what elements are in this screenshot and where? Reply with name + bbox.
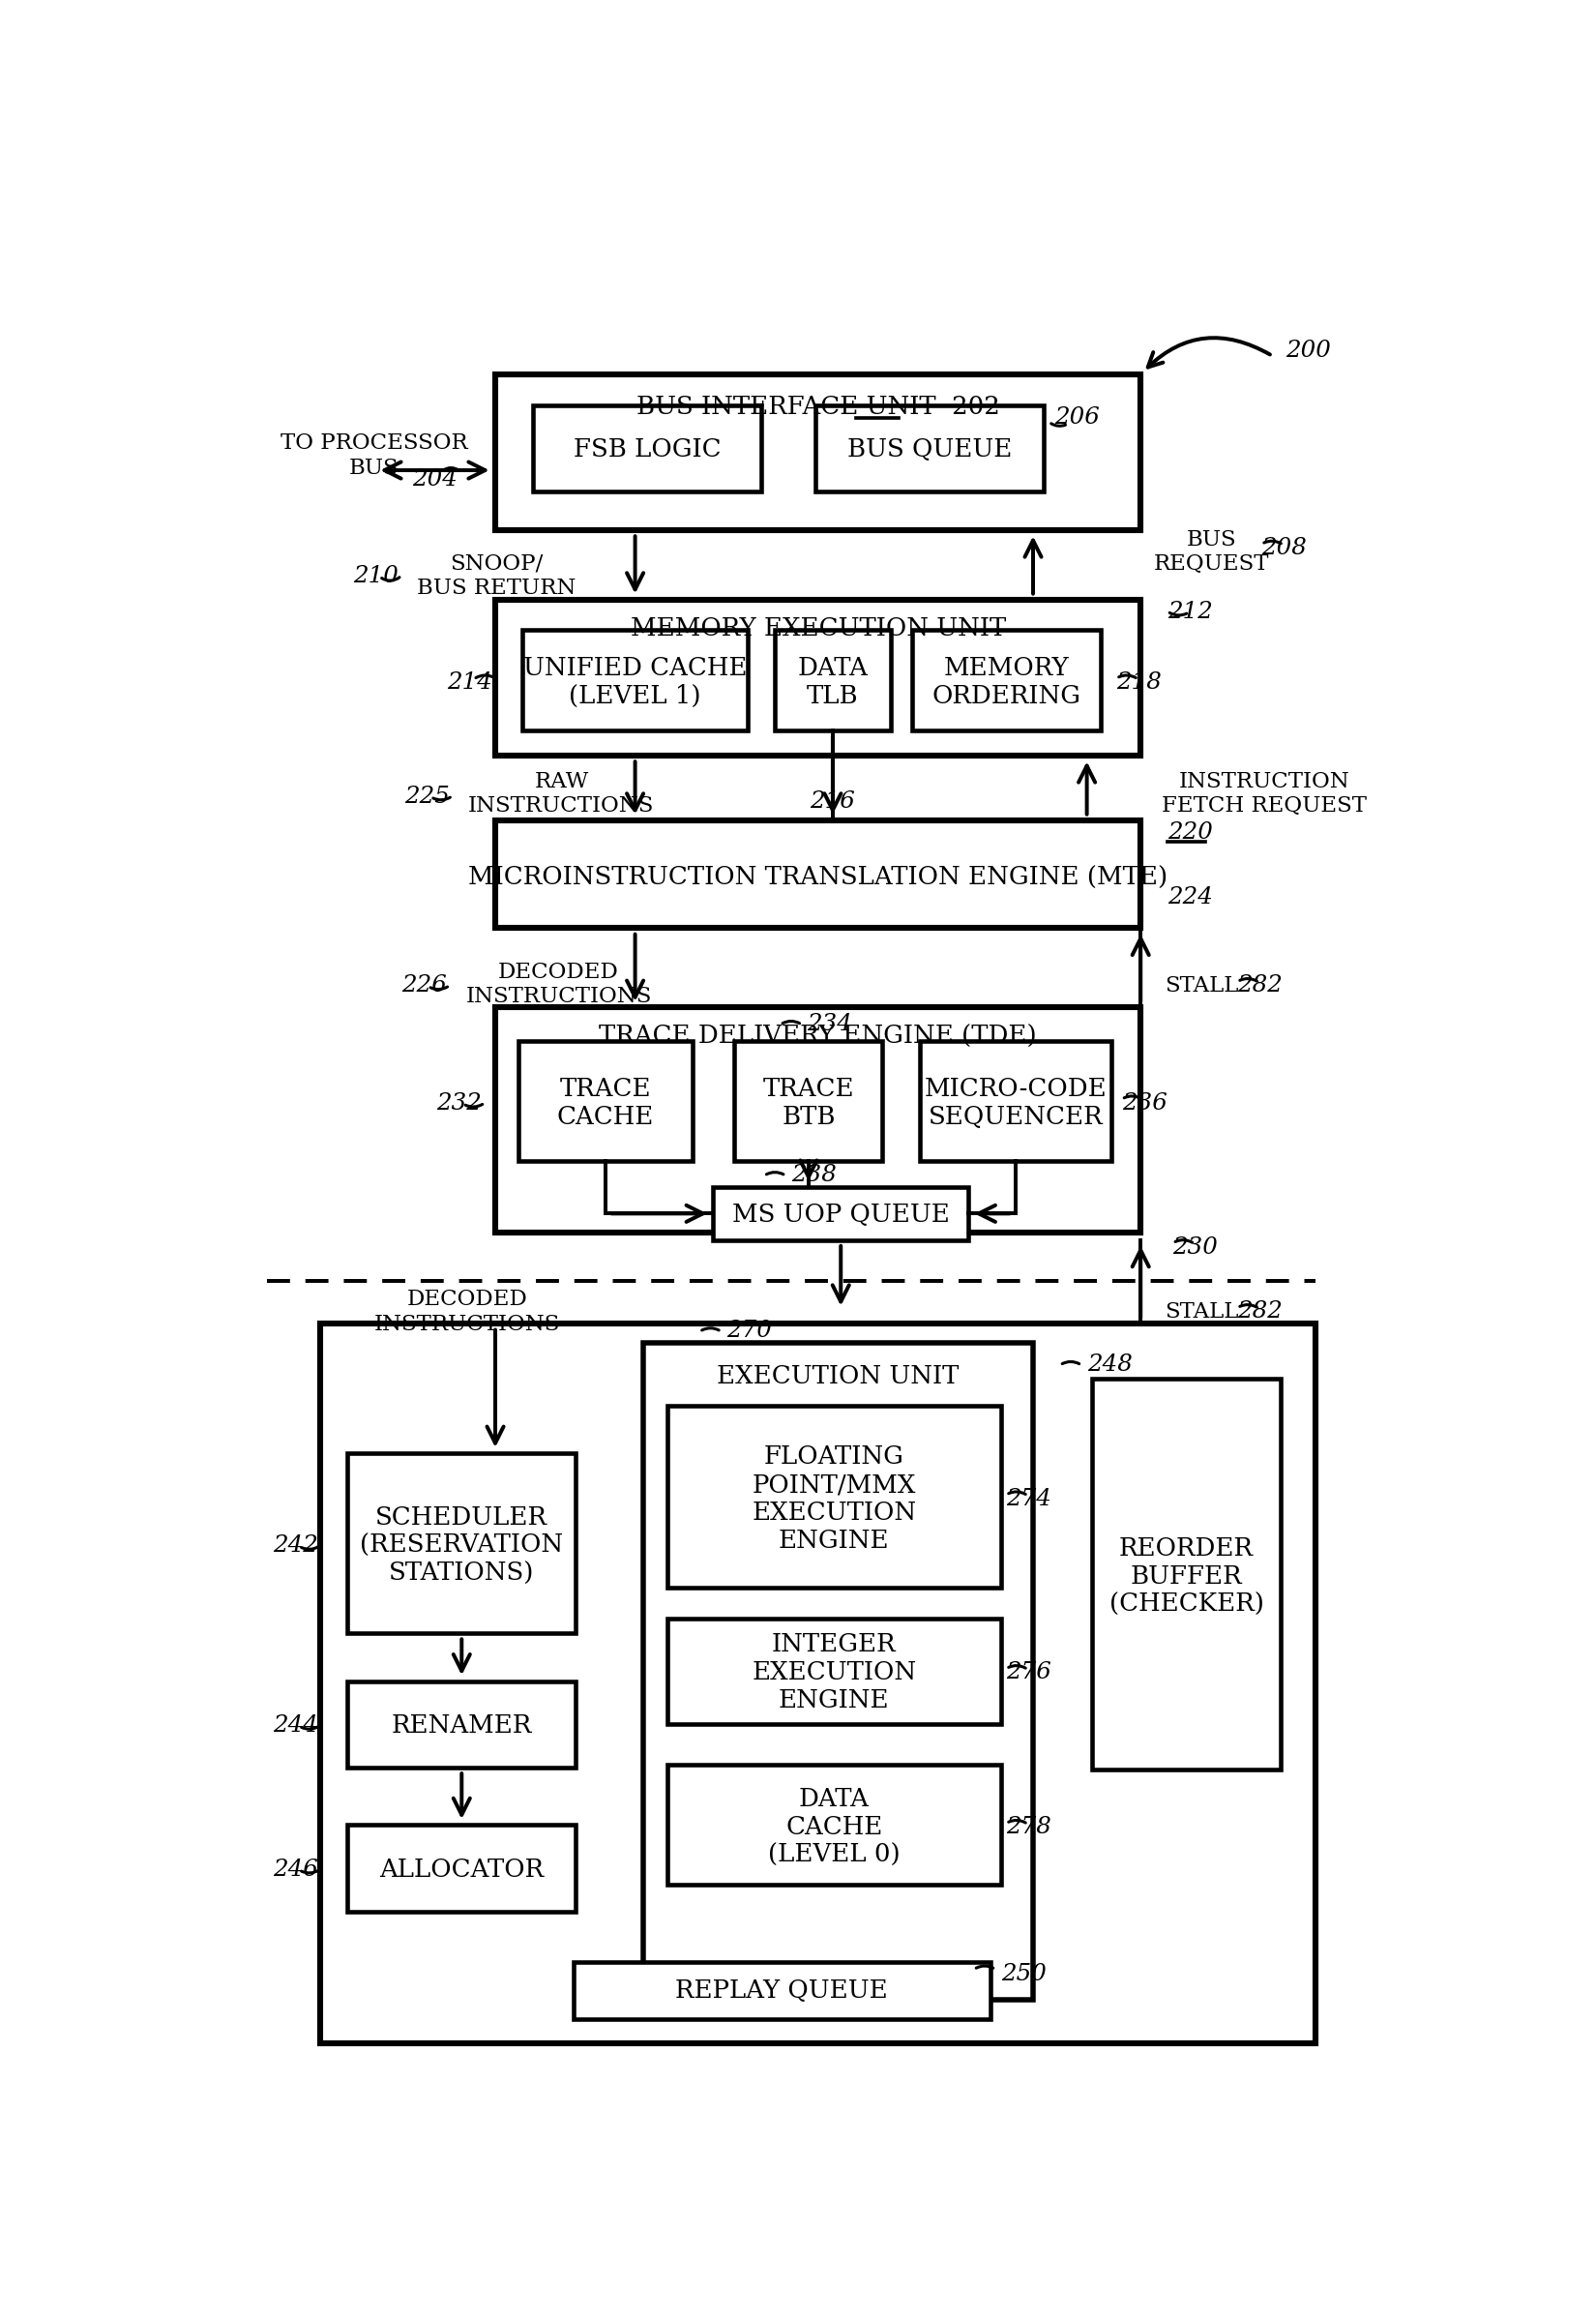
Text: 206: 206 <box>1055 406 1100 429</box>
Bar <box>643 1343 1033 2000</box>
Text: MEMORY
ORDERING: MEMORY ORDERING <box>932 657 1080 708</box>
Text: FLOATING
POINT/MMX
EXECUTION
ENGINE: FLOATING POINT/MMX EXECUTION ENGINE <box>752 1445 916 1552</box>
Text: MEMORY EXECUTION UNIT: MEMORY EXECUTION UNIT <box>630 617 1005 640</box>
Text: DECODED
INSTRUCTIONS: DECODED INSTRUCTIONS <box>375 1290 560 1334</box>
Text: 226: 226 <box>402 974 447 998</box>
Text: 250: 250 <box>1001 1963 1045 1986</box>
Text: INSTRUCTION
FETCH REQUEST: INSTRUCTION FETCH REQUEST <box>1162 770 1368 817</box>
Text: 225: 225 <box>404 784 450 807</box>
Bar <box>321 1325 1315 2044</box>
Text: DATA
CACHE
(LEVEL 0): DATA CACHE (LEVEL 0) <box>768 1786 900 1868</box>
Text: 204: 204 <box>412 469 458 492</box>
Text: MS UOP QUEUE: MS UOP QUEUE <box>733 1202 950 1227</box>
Text: 238: 238 <box>792 1165 836 1186</box>
Text: FSB LOGIC: FSB LOGIC <box>573 438 721 462</box>
Text: BUS QUEUE: BUS QUEUE <box>847 438 1012 462</box>
Text: 218: 218 <box>1117 670 1162 694</box>
Text: BUS
REQUEST: BUS REQUEST <box>1154 529 1270 575</box>
Text: 244: 244 <box>273 1714 318 1738</box>
Bar <box>519 1042 693 1160</box>
Text: DECODED
INSTRUCTIONS: DECODED INSTRUCTIONS <box>466 960 651 1007</box>
Bar <box>911 629 1100 731</box>
Text: 212: 212 <box>1168 601 1213 622</box>
Text: SNOOP/
BUS RETURN: SNOOP/ BUS RETURN <box>417 552 576 599</box>
Text: BUS INTERFACE UNIT  202: BUS INTERFACE UNIT 202 <box>637 394 999 420</box>
Text: INTEGER
EXECUTION
ENGINE: INTEGER EXECUTION ENGINE <box>752 1633 916 1712</box>
Bar <box>573 1963 990 2018</box>
Text: TRACE
BTB: TRACE BTB <box>763 1076 854 1130</box>
Bar <box>495 821 1141 928</box>
Bar <box>921 1042 1111 1160</box>
Text: REORDER
BUFFER
(CHECKER): REORDER BUFFER (CHECKER) <box>1109 1536 1264 1617</box>
Text: 248: 248 <box>1087 1353 1132 1376</box>
Bar <box>348 1452 576 1633</box>
Text: 230: 230 <box>1173 1237 1218 1257</box>
Text: RAW
INSTRUCTIONS: RAW INSTRUCTIONS <box>468 770 654 817</box>
Bar <box>533 406 761 492</box>
Text: 216: 216 <box>811 791 855 812</box>
Text: 276: 276 <box>1005 1661 1052 1684</box>
Bar <box>348 1826 576 1912</box>
Bar <box>1092 1378 1280 1770</box>
Text: 224: 224 <box>1168 886 1213 907</box>
Text: 236: 236 <box>1122 1093 1167 1114</box>
Text: MICRO-CODE
SEQUENCER: MICRO-CODE SEQUENCER <box>924 1076 1108 1130</box>
Text: 282: 282 <box>1237 1302 1283 1322</box>
Text: STALL: STALL <box>1165 1302 1238 1322</box>
Text: RENAMER: RENAMER <box>391 1714 531 1738</box>
Text: 220: 220 <box>1168 821 1213 844</box>
Bar <box>522 629 749 731</box>
Text: TRACE
CACHE: TRACE CACHE <box>557 1076 654 1130</box>
Text: SCHEDULER
(RESERVATION
STATIONS): SCHEDULER (RESERVATION STATIONS) <box>361 1506 563 1587</box>
Text: REPLAY QUEUE: REPLAY QUEUE <box>675 1979 887 2002</box>
Bar <box>495 374 1141 531</box>
Text: 210: 210 <box>353 564 399 587</box>
Text: TO PROCESSOR
BUS: TO PROCESSOR BUS <box>281 434 468 478</box>
Text: UNIFIED CACHE
(LEVEL 1): UNIFIED CACHE (LEVEL 1) <box>523 657 747 708</box>
Text: ALLOCATOR: ALLOCATOR <box>380 1858 544 1882</box>
Text: 278: 278 <box>1005 1817 1052 1837</box>
Bar <box>495 599 1141 756</box>
Bar <box>713 1188 969 1239</box>
Text: 282: 282 <box>1237 974 1283 998</box>
Text: EXECUTION UNIT: EXECUTION UNIT <box>717 1364 959 1390</box>
Text: 200: 200 <box>1286 339 1331 362</box>
Text: 270: 270 <box>726 1320 772 1343</box>
Bar <box>495 1007 1141 1232</box>
Bar <box>667 1406 1001 1587</box>
Bar <box>667 1619 1001 1724</box>
Text: 274: 274 <box>1005 1487 1052 1510</box>
Bar <box>348 1682 576 1768</box>
Text: MICROINSTRUCTION TRANSLATION ENGINE (MTE): MICROINSTRUCTION TRANSLATION ENGINE (MTE… <box>468 865 1168 891</box>
Bar <box>816 406 1044 492</box>
Bar <box>667 1766 1001 1884</box>
Bar <box>734 1042 883 1160</box>
Text: 242: 242 <box>273 1534 318 1557</box>
Text: TRACE DELIVERY ENGINE (TDE): TRACE DELIVERY ENGINE (TDE) <box>598 1023 1037 1049</box>
Text: 234: 234 <box>808 1014 852 1035</box>
Text: 232: 232 <box>436 1093 482 1114</box>
Text: 208: 208 <box>1261 536 1307 559</box>
Text: STALL: STALL <box>1165 974 1238 995</box>
Text: DATA
TLB: DATA TLB <box>798 657 868 708</box>
Text: 246: 246 <box>273 1858 318 1882</box>
Text: 214: 214 <box>447 670 493 694</box>
Bar <box>776 629 891 731</box>
